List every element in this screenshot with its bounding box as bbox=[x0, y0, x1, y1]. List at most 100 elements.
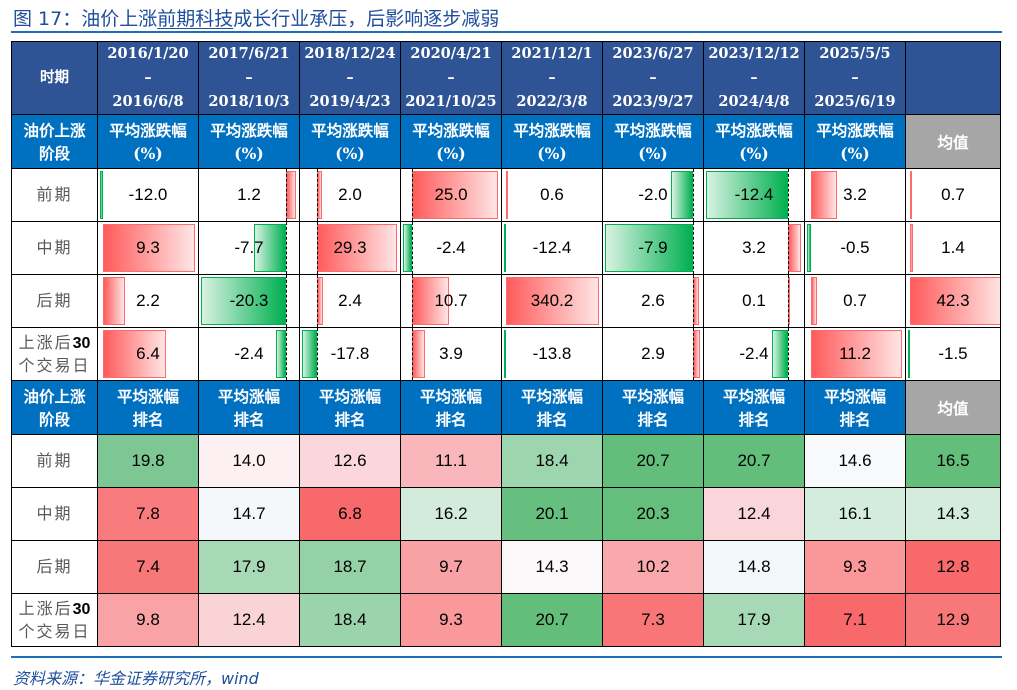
return-cell: 2.0 bbox=[299, 168, 401, 222]
rank-header-row: 油价上涨 阶段 平均涨幅 排名 平均涨幅 排名 平均涨幅 排名 平均涨幅 排名 平均涨幅 排名 平均涨幅… bbox=[11, 380, 1001, 435]
metric-header-line2: 排名 bbox=[334, 409, 366, 429]
rank-value: 6.8 bbox=[338, 504, 362, 523]
metric-header-line1: 平均涨幅 bbox=[621, 386, 684, 406]
positive-bar bbox=[909, 277, 1000, 325]
title-rule bbox=[11, 31, 1002, 33]
rank-cell: 20.7 bbox=[602, 434, 704, 488]
return-cell: 2.6 bbox=[602, 274, 704, 328]
metric-header: 平均涨跌幅 (%) bbox=[198, 114, 300, 169]
rank-cell: 14.8 bbox=[703, 540, 805, 594]
stage-label-text: 前期 bbox=[36, 451, 73, 470]
rank-cell: 20.7 bbox=[703, 434, 805, 488]
bar-axis bbox=[788, 328, 790, 380]
stage-label-number: 30 bbox=[72, 334, 91, 352]
return-value: 3.2 bbox=[742, 238, 766, 257]
return-cell: 0.6 bbox=[501, 168, 603, 222]
return-value: 9.3 bbox=[136, 238, 160, 257]
return-value: 10.7 bbox=[434, 291, 468, 310]
rank-value: 14.3 bbox=[535, 557, 569, 576]
average-header-label: 均值 bbox=[937, 398, 969, 418]
return-value: 29.3 bbox=[333, 238, 367, 257]
return-cell: 29.3 bbox=[299, 221, 401, 275]
return-value: 0.7 bbox=[843, 291, 867, 310]
period-end: 2025/6/19 bbox=[814, 93, 896, 110]
positive-bar bbox=[286, 171, 296, 219]
return-value: 25.0 bbox=[434, 185, 468, 204]
return-cell: 2.2 bbox=[97, 274, 199, 328]
rank-cell: 9.8 bbox=[97, 593, 199, 647]
return-cell: 0.1 bbox=[703, 274, 805, 328]
period-header-row: 时期 2016/1/20–2016/6/8 2017/6/21–2018/10/3 2… bbox=[11, 41, 1001, 115]
return-cell: 2.4 bbox=[299, 274, 401, 328]
rank-cell: 12.4 bbox=[198, 593, 300, 647]
rank-cell: 12.6 bbox=[299, 434, 401, 488]
bar-axis bbox=[693, 328, 695, 380]
stage-label: 中期 bbox=[11, 221, 98, 275]
bar-axis bbox=[693, 169, 695, 221]
rank-value: 14.8 bbox=[737, 557, 771, 576]
period-header-blank bbox=[905, 41, 1001, 115]
average-rank-cell: 12.9 bbox=[905, 593, 1001, 647]
return-cell: -17.8 bbox=[299, 327, 401, 381]
return-value: -12.4 bbox=[734, 185, 774, 204]
period-separator: – bbox=[144, 69, 152, 86]
metric-header-line2: 排名 bbox=[738, 409, 770, 429]
stage-label-number: 30 bbox=[72, 600, 91, 618]
rank-cell: 7.8 bbox=[97, 487, 199, 541]
return-value: 42.3 bbox=[936, 291, 970, 310]
rank-cell: 20.1 bbox=[501, 487, 603, 541]
negative-bar bbox=[807, 224, 811, 272]
return-value: 3.9 bbox=[439, 344, 463, 363]
rank-value: 10.2 bbox=[636, 557, 670, 576]
bar-axis bbox=[693, 275, 695, 327]
metric-header: 平均涨幅 排名 bbox=[97, 380, 199, 435]
metric-header-line2: (%) bbox=[436, 143, 466, 163]
metric-header-line2: (%) bbox=[537, 143, 567, 163]
stage-header-line2: 阶段 bbox=[38, 143, 70, 163]
rank-value: 19.8 bbox=[131, 451, 165, 470]
bar-axis bbox=[411, 222, 413, 274]
metric-header: 平均涨幅 排名 bbox=[400, 380, 502, 435]
negative-bar bbox=[276, 330, 287, 378]
period-start: 2023/12/12 bbox=[708, 45, 800, 62]
rank-value: 12.4 bbox=[232, 610, 266, 629]
period-header-label: 时期 bbox=[40, 69, 69, 86]
source-rule bbox=[11, 656, 1002, 658]
return-value: 340.2 bbox=[530, 291, 574, 310]
metric-header-line1: 平均涨跌幅 bbox=[210, 120, 288, 140]
negative-bar bbox=[670, 171, 694, 219]
rank-row: 中期 7.8 14.7 6.8 16.2 20.1 20.3 12.4 16.1 14.3 bbox=[11, 487, 1001, 541]
bar-axis bbox=[286, 222, 288, 274]
rank-value: 16.1 bbox=[838, 504, 872, 523]
rank-cell: 6.8 bbox=[299, 487, 401, 541]
return-cell: 6.4 bbox=[97, 327, 199, 381]
positive-bar bbox=[909, 171, 912, 219]
stage-label: 前期 bbox=[11, 434, 98, 488]
bar-axis bbox=[411, 328, 413, 380]
return-value: 0.7 bbox=[941, 185, 965, 204]
period-cell: 2016/1/20 – 2016/6/8 bbox=[97, 41, 199, 115]
metric-header-line2: 排名 bbox=[233, 409, 265, 429]
rank-cell: 14.7 bbox=[198, 487, 300, 541]
rank-cell: 20.7 bbox=[501, 593, 603, 647]
bar-axis bbox=[411, 275, 413, 327]
return-value: 2.6 bbox=[641, 291, 665, 310]
metric-header-line1: 平均涨跌幅 bbox=[109, 120, 187, 140]
average-header: 均值 bbox=[905, 380, 1001, 435]
rank-value: 7.1 bbox=[843, 610, 867, 629]
negative-bar bbox=[772, 330, 789, 378]
stage-label-line1: 上涨后 bbox=[18, 598, 73, 618]
metric-header: 平均涨跌幅 (%) bbox=[97, 114, 199, 169]
metric-header-line1: 平均涨跌幅 bbox=[311, 120, 389, 140]
return-row: 中期 9.3 -7.7 29.3 -2.4 -12.4 -7.9 3.2 -0.5 1.4 bbox=[11, 221, 1001, 275]
return-cell: 3.2 bbox=[703, 221, 805, 275]
stage-label-text: 中期 bbox=[36, 504, 73, 523]
period-end: 2019/4/23 bbox=[309, 93, 391, 110]
positive-bar bbox=[505, 277, 599, 325]
rank-value: 20.7 bbox=[636, 451, 670, 470]
period-separator: – bbox=[548, 69, 556, 86]
positive-bar bbox=[102, 277, 125, 325]
stage-label: 上涨后30 个交易日 bbox=[11, 327, 98, 381]
stage-label: 上涨后30 个交易日 bbox=[11, 593, 98, 647]
return-value: 2.9 bbox=[641, 344, 665, 363]
